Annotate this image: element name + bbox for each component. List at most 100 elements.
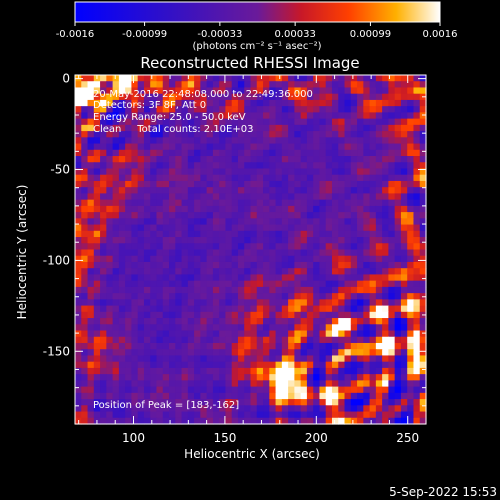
heatmap-cell bbox=[369, 212, 377, 219]
heatmap-cell bbox=[325, 367, 333, 375]
heatmap-cell bbox=[181, 349, 189, 357]
heatmap-cell bbox=[400, 380, 408, 388]
heatmap-cell bbox=[344, 411, 352, 419]
heatmap-cell bbox=[112, 255, 120, 263]
heatmap-cell bbox=[325, 106, 333, 113]
heatmap-cell bbox=[400, 280, 408, 288]
heatmap-cell bbox=[187, 180, 195, 188]
heatmap-cell bbox=[118, 361, 126, 369]
heatmap-cell bbox=[231, 261, 239, 269]
heatmap-cell bbox=[413, 243, 421, 251]
heatmap-cell bbox=[237, 417, 245, 425]
heatmap-cell bbox=[256, 311, 264, 319]
heatmap-cell bbox=[212, 417, 220, 425]
heatmap-cell bbox=[407, 361, 415, 369]
heatmap-cell bbox=[394, 411, 402, 419]
heatmap-cell bbox=[150, 374, 158, 381]
heatmap-cell bbox=[419, 392, 427, 400]
heatmap-cell bbox=[413, 156, 421, 163]
heatmap-cell bbox=[106, 237, 114, 244]
heatmap-cell bbox=[106, 305, 114, 313]
heatmap-cell bbox=[288, 349, 295, 357]
heatmap-cell bbox=[263, 193, 270, 201]
heatmap-cell bbox=[306, 212, 314, 219]
heatmap-cell bbox=[137, 137, 145, 145]
heatmap-cell bbox=[118, 311, 126, 319]
heatmap-cell bbox=[357, 293, 364, 300]
heatmap-cell bbox=[112, 131, 120, 138]
heatmap-cell bbox=[181, 280, 189, 288]
heatmap-cell bbox=[250, 205, 258, 213]
heatmap-cell bbox=[200, 349, 208, 357]
heatmap-cell bbox=[187, 330, 195, 338]
heatmap-cell bbox=[225, 318, 233, 325]
heatmap-cell bbox=[237, 361, 245, 369]
heatmap-cell bbox=[338, 212, 346, 219]
heatmap-cell bbox=[106, 174, 114, 182]
heatmap-cell bbox=[231, 237, 239, 244]
heatmap-cell bbox=[413, 255, 421, 263]
heatmap-cell bbox=[81, 399, 89, 406]
heatmap-cell bbox=[187, 274, 195, 282]
heatmap-cell bbox=[212, 261, 220, 269]
heatmap-cell bbox=[382, 355, 389, 363]
heatmap-cell bbox=[219, 349, 227, 357]
heatmap-cell bbox=[413, 293, 421, 300]
heatmap-cell bbox=[175, 118, 183, 126]
heatmap-cell bbox=[269, 137, 277, 145]
heatmap-cell bbox=[106, 187, 114, 195]
heatmap-cell bbox=[169, 137, 176, 145]
heatmap-cell bbox=[150, 212, 158, 219]
heatmap-cell bbox=[156, 299, 164, 307]
heatmap-cell bbox=[106, 131, 114, 138]
heatmap-cell bbox=[407, 149, 415, 157]
heatmap-cell bbox=[106, 336, 114, 344]
heatmap-cell bbox=[275, 137, 283, 145]
heatmap-cell bbox=[81, 149, 89, 157]
heatmap-cell bbox=[150, 417, 158, 425]
heatmap-cell bbox=[181, 336, 189, 344]
heatmap-cell bbox=[306, 106, 314, 113]
heatmap-cell bbox=[256, 268, 264, 276]
heatmap-cell bbox=[212, 168, 220, 176]
heatmap-cell bbox=[394, 118, 402, 126]
heatmap-cell bbox=[106, 180, 114, 188]
heatmap-cell bbox=[407, 230, 415, 238]
heatmap-cell bbox=[237, 168, 245, 176]
heatmap-cell bbox=[400, 168, 408, 176]
heatmap-cell bbox=[263, 286, 270, 294]
heatmap-cell bbox=[407, 237, 415, 244]
heatmap-cell bbox=[137, 405, 145, 413]
heatmap-cell bbox=[407, 399, 415, 406]
heatmap-cell bbox=[382, 318, 389, 325]
heatmap-cell bbox=[200, 286, 208, 294]
heatmap-cell bbox=[325, 174, 333, 182]
heatmap-cell bbox=[344, 299, 352, 307]
heatmap-cell bbox=[338, 180, 346, 188]
heatmap-cell bbox=[331, 342, 339, 350]
heatmap-cell bbox=[231, 199, 239, 207]
heatmap-cell bbox=[187, 261, 195, 269]
heatmap-cell bbox=[244, 230, 252, 238]
heatmap-cell bbox=[319, 261, 327, 269]
heatmap-cell bbox=[313, 392, 321, 400]
heatmap-cell bbox=[175, 411, 183, 419]
heatmap-cell bbox=[413, 249, 421, 257]
heatmap-cell bbox=[150, 311, 158, 319]
heatmap-cell bbox=[263, 293, 270, 300]
heatmap-cell bbox=[219, 261, 227, 269]
heatmap-cell bbox=[331, 355, 339, 363]
heatmap-cell bbox=[93, 405, 101, 413]
heatmap-cell bbox=[357, 417, 364, 425]
heatmap-cell bbox=[294, 336, 302, 344]
heatmap-cell bbox=[150, 336, 158, 344]
heatmap-cell bbox=[344, 367, 352, 375]
heatmap-cell bbox=[162, 162, 170, 170]
heatmap-cell bbox=[219, 118, 227, 126]
heatmap-cell bbox=[357, 311, 364, 319]
heatmap-cell bbox=[150, 87, 158, 95]
heatmap-cell bbox=[206, 199, 214, 207]
heatmap-cell bbox=[263, 255, 270, 263]
heatmap-cell bbox=[162, 143, 170, 151]
heatmap-cell bbox=[212, 93, 220, 101]
